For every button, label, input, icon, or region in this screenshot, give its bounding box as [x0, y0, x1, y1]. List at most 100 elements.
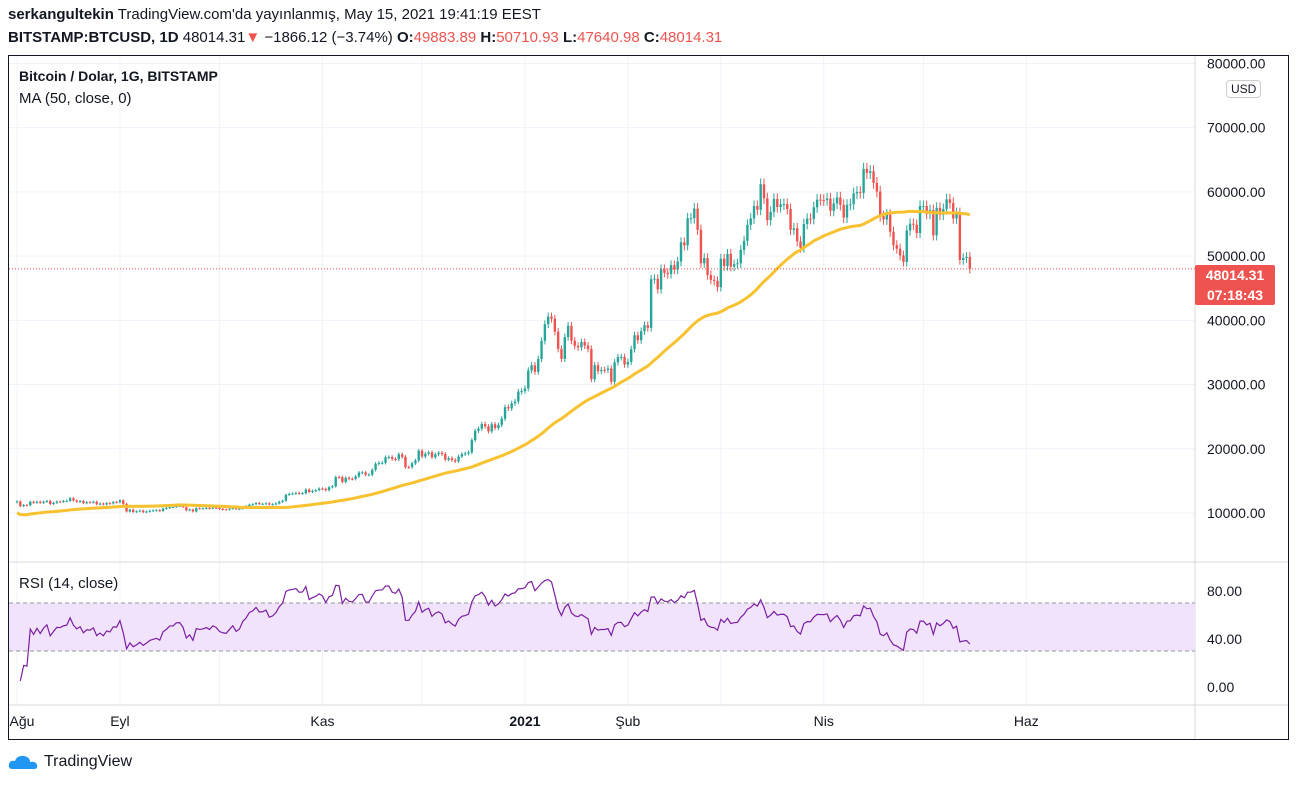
candle — [862, 168, 865, 193]
candle — [962, 258, 965, 260]
tradingview-logo[interactable]: TradingView — [8, 753, 132, 771]
candle — [543, 324, 547, 341]
candle — [171, 506, 175, 508]
candle — [556, 331, 560, 349]
candle — [590, 348, 593, 380]
candle — [321, 488, 324, 490]
candle — [829, 198, 832, 211]
candle — [776, 198, 779, 207]
candle — [65, 500, 68, 502]
candle — [294, 492, 298, 494]
candle — [673, 265, 676, 270]
candle — [188, 509, 191, 511]
candle — [25, 505, 29, 507]
author[interactable]: serkangultekin — [8, 6, 114, 23]
candle — [915, 224, 918, 234]
candle — [427, 452, 430, 454]
candle — [145, 511, 148, 513]
candle — [148, 510, 151, 512]
currency-label[interactable]: USD — [1226, 80, 1262, 98]
candle — [487, 426, 490, 432]
candle — [676, 261, 679, 270]
candle — [151, 510, 155, 512]
candle — [88, 502, 92, 504]
candle — [865, 168, 869, 173]
candle — [341, 477, 344, 482]
low-label: L: — [562, 29, 578, 46]
candle — [879, 191, 882, 217]
candle — [440, 452, 444, 455]
candle — [251, 504, 254, 506]
candle — [384, 457, 387, 463]
candle — [75, 500, 78, 502]
candle — [483, 423, 487, 427]
candle — [623, 357, 626, 365]
rsi-line — [19, 578, 971, 682]
candle — [550, 316, 553, 319]
candle — [58, 501, 62, 503]
candle — [284, 494, 288, 501]
candle — [32, 501, 35, 503]
candle — [434, 454, 437, 458]
candle — [596, 365, 600, 372]
ma-legend[interactable]: MA (50, close, 0) — [19, 90, 132, 107]
candle — [566, 325, 570, 338]
candle — [739, 249, 742, 264]
candle — [742, 240, 746, 250]
candle — [759, 184, 762, 210]
high-value: 50710.93 — [496, 29, 559, 46]
rsi-band — [9, 603, 1195, 651]
candle — [307, 489, 311, 492]
rsi-legend[interactable]: RSI (14, close) — [19, 575, 119, 592]
price-tick-label: 70000.00 — [1207, 120, 1266, 136]
candle — [832, 203, 835, 211]
candle — [762, 184, 766, 199]
candle — [918, 206, 922, 234]
candle — [68, 498, 72, 501]
candle — [135, 511, 138, 513]
candle — [699, 229, 703, 264]
symbol: BITSTAMP:BTCUSD, 1D — [8, 29, 179, 46]
candle — [211, 507, 215, 509]
low-value: 47640.98 — [577, 29, 640, 46]
candle — [254, 503, 258, 505]
candle — [92, 501, 95, 503]
time-tick-label: Haz — [1014, 713, 1039, 729]
candle — [278, 501, 281, 504]
candle — [789, 208, 792, 230]
candle — [935, 207, 938, 236]
candle — [351, 478, 354, 480]
candle — [42, 501, 45, 503]
candle — [337, 477, 341, 479]
candle — [298, 492, 301, 494]
last-price-badge: 48014.31 07:18:43 — [1195, 265, 1275, 305]
candle — [317, 488, 321, 491]
candle — [264, 503, 268, 505]
candle — [696, 208, 699, 230]
candle — [467, 452, 470, 454]
candle — [291, 493, 294, 495]
candle — [912, 223, 915, 225]
candle — [357, 472, 361, 477]
candle — [679, 242, 683, 262]
candle — [965, 256, 968, 259]
candle — [304, 489, 308, 494]
candle — [19, 501, 22, 507]
change: −1866.12 (−3.74%) — [264, 29, 393, 46]
candle — [224, 509, 228, 511]
candle — [500, 418, 503, 425]
candle — [563, 337, 566, 359]
candle — [513, 401, 517, 404]
publish-date: TradingView.com'da yayınlanmış, May 15, … — [117, 6, 541, 23]
candle — [367, 474, 371, 476]
candle — [55, 501, 59, 503]
candle — [520, 391, 523, 393]
candle — [447, 458, 450, 460]
candle — [812, 207, 815, 220]
candle — [364, 472, 367, 475]
candle — [377, 462, 381, 464]
candle — [749, 218, 752, 225]
candle — [540, 340, 543, 359]
candle — [659, 269, 663, 290]
